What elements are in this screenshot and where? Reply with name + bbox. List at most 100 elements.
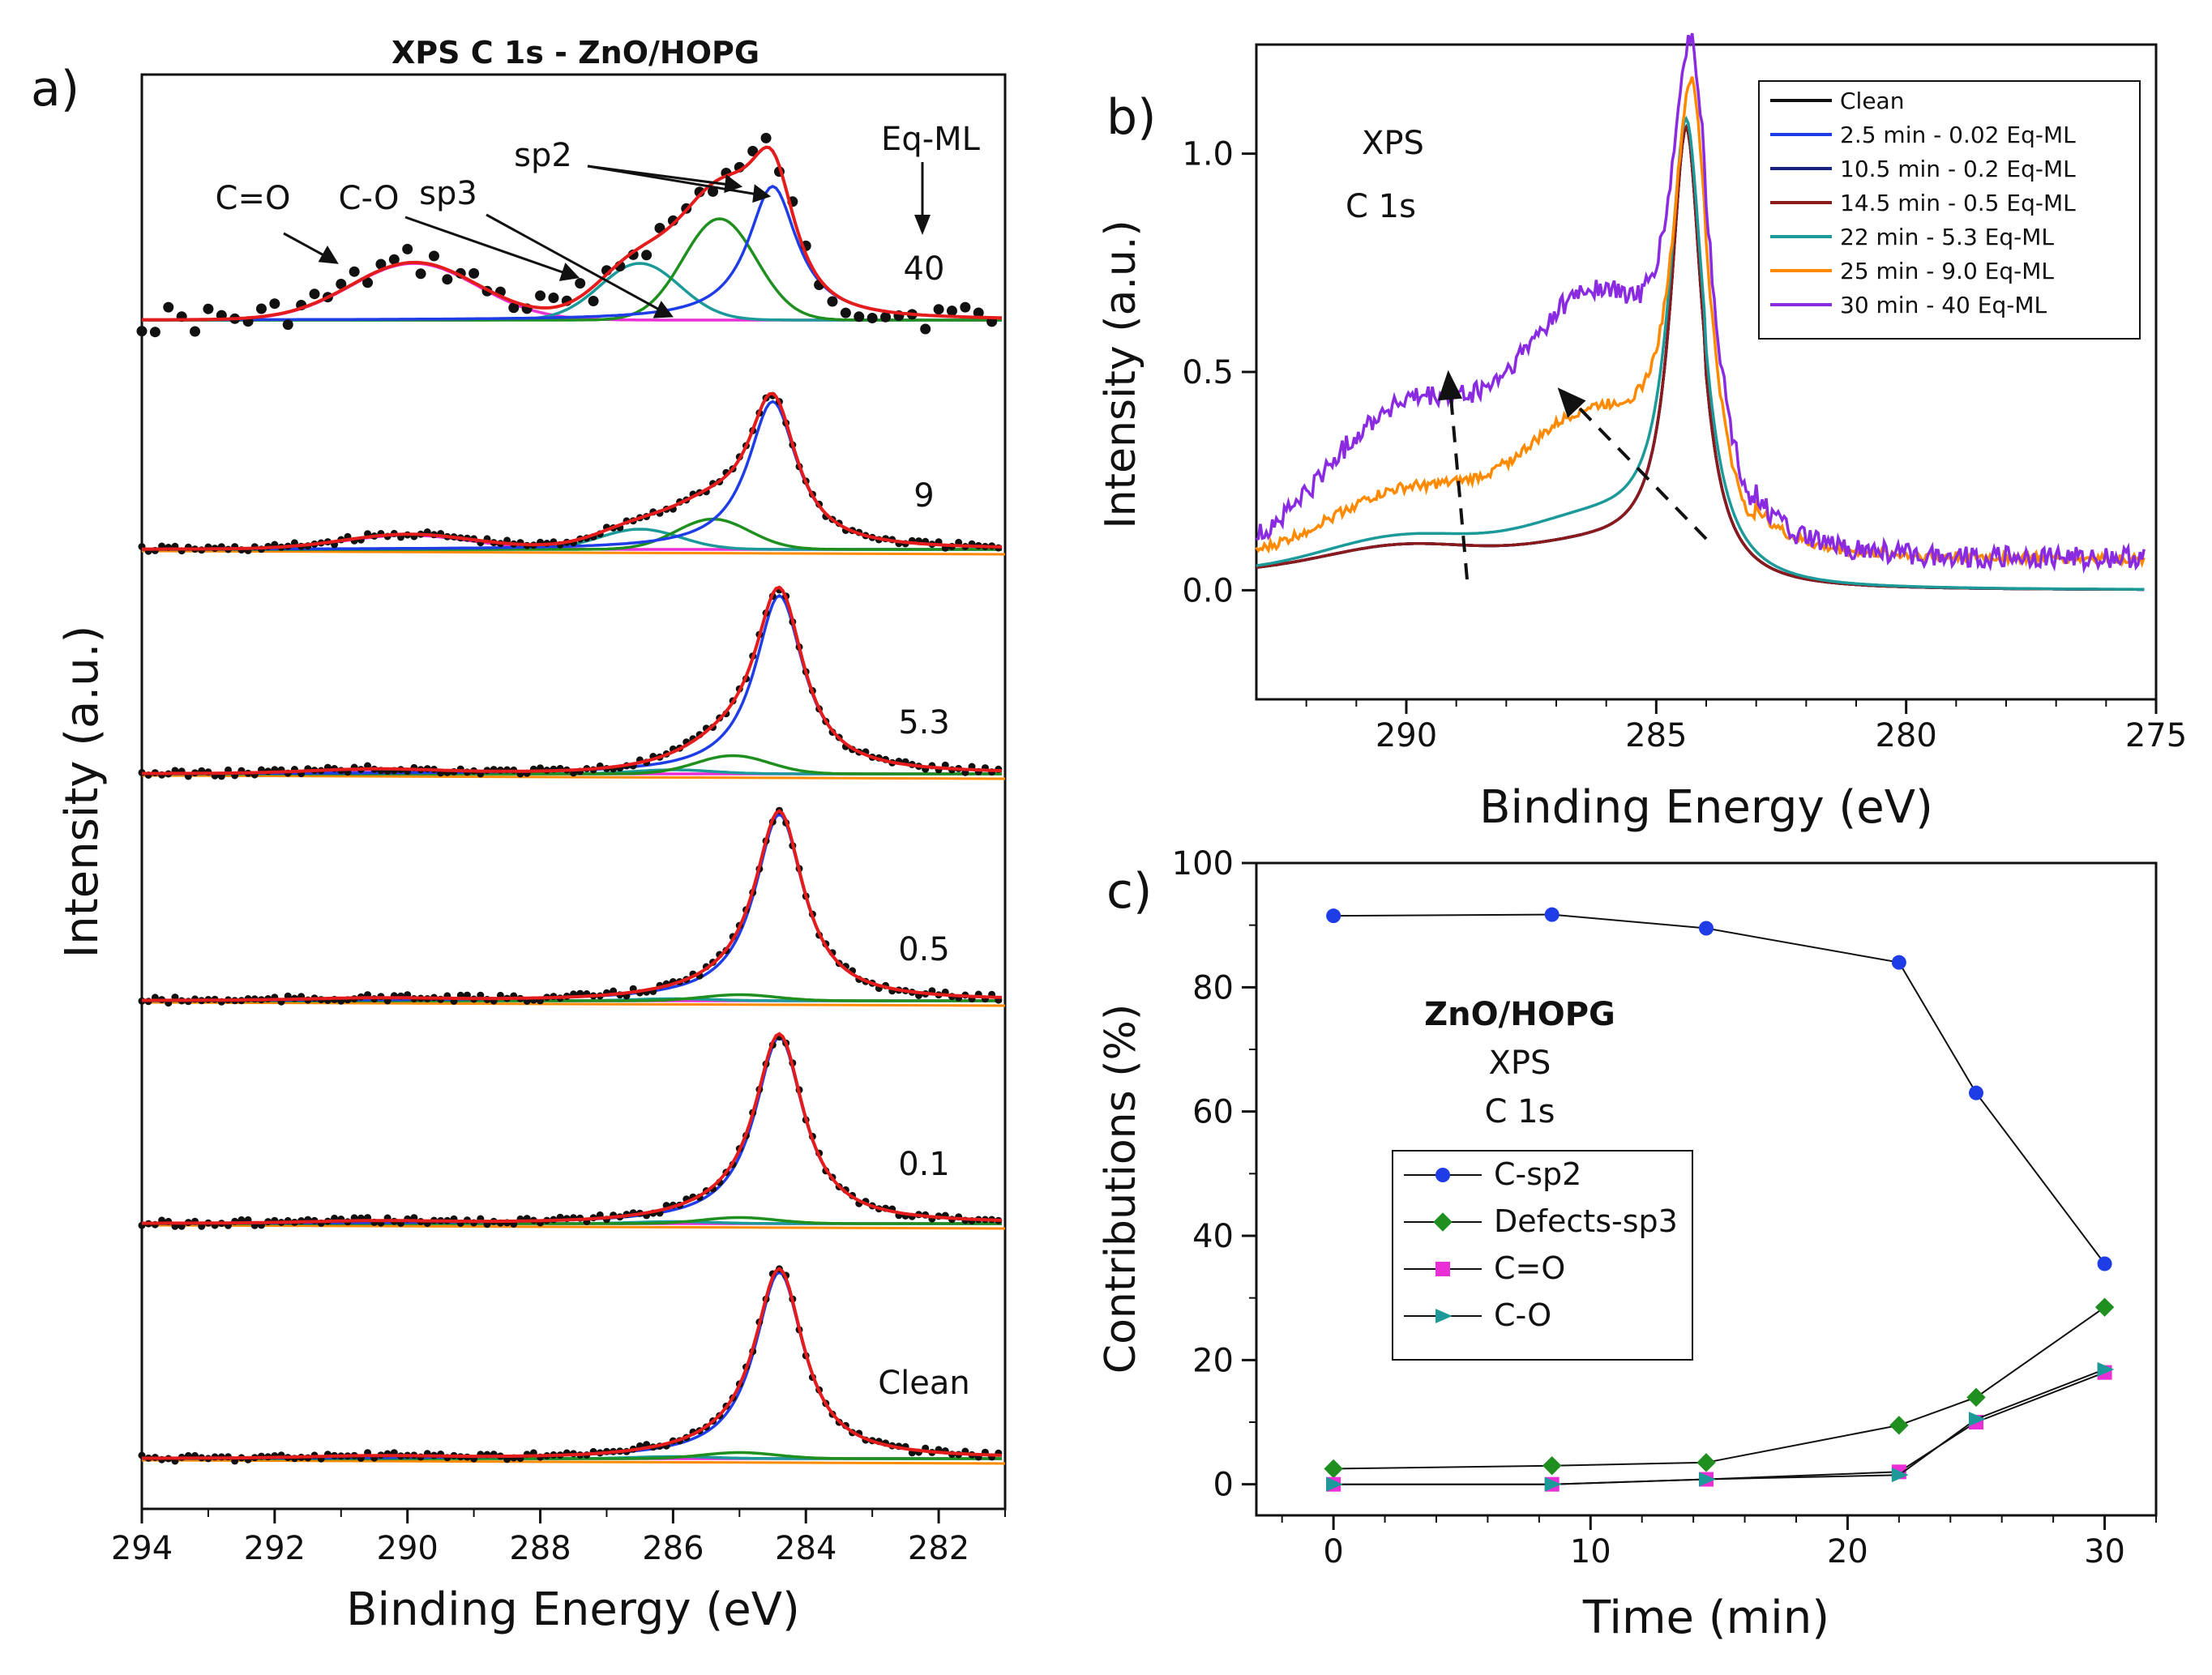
panel-b-xlabel: Binding Energy (eV) bbox=[1479, 781, 1933, 834]
a-fit-envelope bbox=[142, 809, 1002, 1002]
b-legend-label: Clean bbox=[1840, 88, 1904, 114]
a-x-tick-label: 294 bbox=[111, 1530, 173, 1567]
panel-a: a) XPS C 1s - ZnO/HOPG 294 292 290 288 286 28… bbox=[31, 35, 1007, 1636]
panel-b-ylabel: Intensity (a.u.) bbox=[1097, 220, 1145, 528]
a-data-point bbox=[336, 279, 347, 289]
a-background-line bbox=[141, 1459, 1006, 1465]
c-x-tick-label: 30 bbox=[2084, 1533, 2125, 1570]
a-data-point bbox=[920, 323, 931, 335]
panel-a-spectra bbox=[136, 132, 1006, 1465]
panel-c-annotation-2: XPS bbox=[1489, 1045, 1551, 1082]
b-y-tick-label: 1.0 bbox=[1182, 136, 1234, 173]
panel-c-legend: C-sp2 Defects-sp3 C=O C-O bbox=[1392, 1150, 1693, 1361]
panel-b-annotation-2: C 1s bbox=[1346, 188, 1416, 225]
c-y-tick-label: 0 bbox=[1213, 1467, 1234, 1504]
c-marker-circle bbox=[1544, 907, 1560, 922]
a-data-point bbox=[973, 307, 984, 318]
a-data-point bbox=[508, 302, 520, 314]
b-spectrum-line bbox=[1256, 115, 2145, 591]
c-x-tick-label: 10 bbox=[1570, 1533, 1611, 1570]
a-data-point bbox=[933, 304, 944, 315]
panel-b-trend-arrows bbox=[1438, 370, 1708, 580]
c-marker-diamond bbox=[1696, 1453, 1716, 1472]
a-x-tick-label: 286 bbox=[642, 1530, 704, 1567]
a-stack-label: 0.5 bbox=[898, 931, 950, 968]
b-legend-box bbox=[1758, 80, 2141, 340]
c-marker-triangle bbox=[1326, 1476, 1343, 1492]
a-data-point bbox=[960, 301, 971, 313]
figure-title: XPS C 1s - ZnO/HOPG bbox=[391, 35, 759, 71]
b-legend-label: 14.5 min - 0.5 Eq-ML bbox=[1840, 190, 2076, 216]
a-stack-label: 0.1 bbox=[898, 1146, 950, 1183]
b-spectrum-line bbox=[1255, 76, 2146, 569]
c-y-tick-label: 80 bbox=[1192, 969, 1234, 1006]
a-data-point bbox=[854, 311, 865, 323]
a-data-point bbox=[136, 326, 148, 337]
c-y-tick-label: 40 bbox=[1192, 1218, 1234, 1255]
panel-c-ylabel: Contributions (%) bbox=[1097, 1004, 1145, 1374]
a-data-point bbox=[840, 307, 851, 318]
a-data-point bbox=[880, 311, 892, 323]
a-data-point bbox=[641, 250, 652, 261]
a-fit-envelope bbox=[142, 1267, 1002, 1460]
b-x-tick-label: 285 bbox=[1625, 717, 1687, 754]
annotation-co: C-O bbox=[339, 180, 400, 217]
panel-b-annotation-1: XPS bbox=[1362, 125, 1424, 162]
panel-c-ticks: 0 10 20 30 0 20 40 60 80 100 bbox=[1172, 845, 2157, 1570]
c-y-tick-label: 60 bbox=[1192, 1094, 1234, 1131]
a-data-point bbox=[442, 274, 453, 285]
c-y-tick-label: 100 bbox=[1172, 845, 1234, 882]
b-legend-label: 25 min - 9.0 Eq-ML bbox=[1840, 258, 2054, 284]
a-background-line bbox=[141, 1224, 1006, 1230]
a-background-line bbox=[141, 549, 1006, 556]
c-marker-triangle bbox=[1891, 1468, 1909, 1483]
panel-b-label: b) bbox=[1106, 89, 1157, 146]
panel-c: c) 0 10 20 30 0 20 40 60 80 100 ZnO/HOPG XPS C 1s… bbox=[1097, 845, 2158, 1644]
panel-c-annotation-1: ZnO/HOPG bbox=[1424, 996, 1615, 1033]
a-data-points bbox=[138, 391, 1003, 555]
a-data-point bbox=[362, 277, 374, 288]
panel-c-frame bbox=[1255, 861, 2158, 1517]
a-data-point bbox=[946, 306, 957, 317]
c-marker-square bbox=[1435, 1262, 1450, 1276]
panel-a-x-ticks: 294 292 290 288 286 284 282 bbox=[111, 1509, 1006, 1567]
a-data-point bbox=[468, 267, 480, 279]
a-data-point bbox=[535, 290, 546, 301]
panel-b: b) 290 285 280 275 0.0 0.5 1.0 XPS C 1s Clean 2… bbox=[1097, 32, 2187, 834]
a-data-point bbox=[282, 319, 293, 331]
a-data-point bbox=[402, 243, 413, 254]
a-fit-envelope bbox=[142, 585, 1002, 776]
c-series-line bbox=[1333, 1368, 2105, 1485]
c-marker-circle bbox=[1969, 1085, 1983, 1100]
b-legend-label: 2.5 min - 0.02 Eq-ML bbox=[1840, 122, 2076, 148]
c-marker-triangle bbox=[1544, 1476, 1562, 1492]
c-marker-triangle bbox=[2097, 1361, 2115, 1377]
panel-b-spectra bbox=[1255, 32, 2146, 592]
a-x-tick-label: 290 bbox=[377, 1530, 439, 1567]
a-data-point bbox=[149, 327, 160, 338]
a-fit-envelope bbox=[142, 1032, 1002, 1225]
c-marker-circle bbox=[1699, 921, 1714, 936]
a-data-point bbox=[375, 259, 387, 270]
a-fit-envelope bbox=[142, 391, 1002, 551]
a-data-point bbox=[415, 268, 426, 280]
annotation-arrows bbox=[283, 165, 772, 318]
a-data-point bbox=[309, 288, 320, 300]
a-data-point bbox=[428, 250, 439, 262]
a-x-tick-label: 288 bbox=[509, 1530, 571, 1567]
b-x-tick-label: 275 bbox=[2125, 717, 2187, 754]
b-legend-label: 30 min - 40 Eq-ML bbox=[1840, 292, 2047, 318]
a-data-point bbox=[827, 296, 838, 307]
c-marker-triangle bbox=[1969, 1412, 1986, 1427]
a-data-point bbox=[190, 326, 201, 337]
b-x-tick-label: 280 bbox=[1875, 717, 1936, 754]
a-data-point bbox=[747, 146, 759, 156]
panel-c-xlabel: Time (min) bbox=[1582, 1592, 1829, 1644]
a-x-tick-label: 282 bbox=[908, 1530, 969, 1567]
a-data-point bbox=[163, 301, 174, 313]
b-x-tick-label: 290 bbox=[1376, 717, 1437, 754]
panel-c-series bbox=[1324, 907, 2115, 1492]
a-data-point bbox=[575, 278, 586, 289]
a-data-point bbox=[760, 132, 772, 143]
c-marker-diamond bbox=[1966, 1387, 1986, 1408]
